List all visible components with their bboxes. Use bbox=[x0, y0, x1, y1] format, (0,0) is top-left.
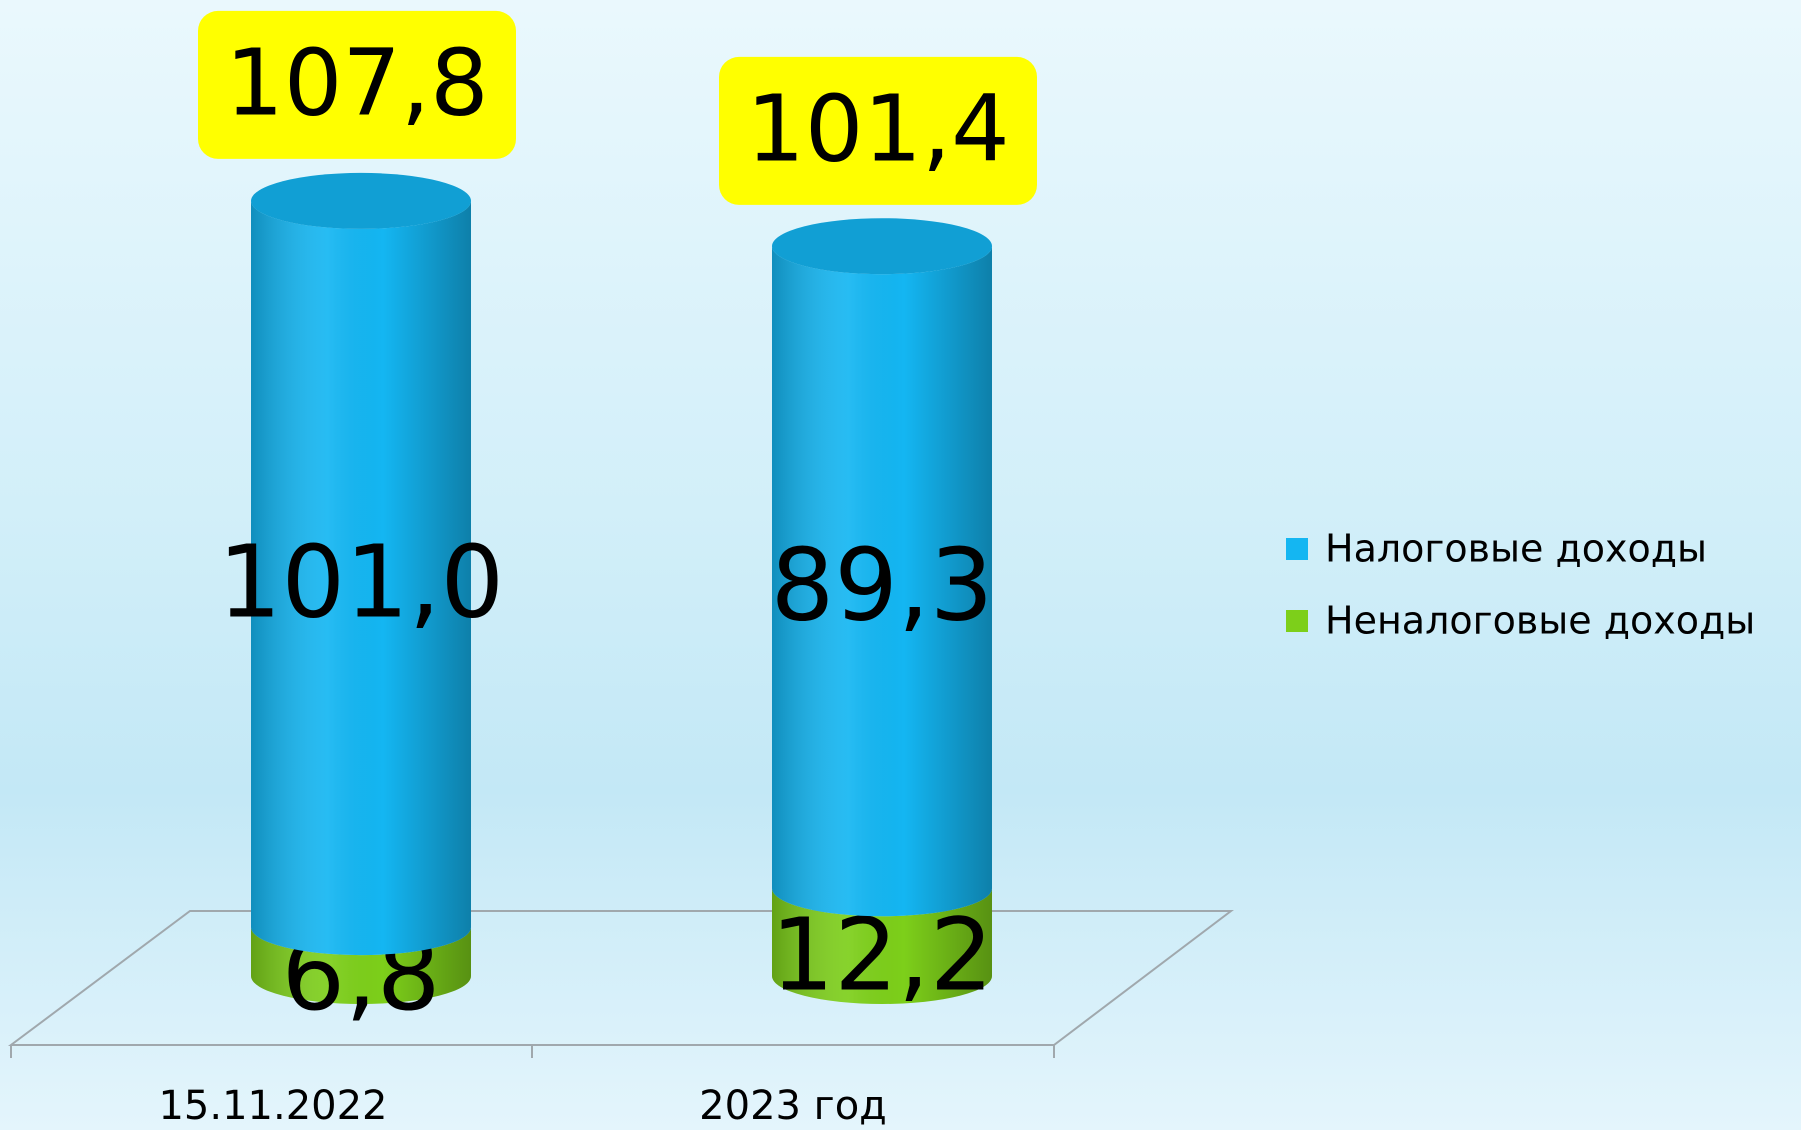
cylinder-top-shade bbox=[772, 218, 992, 275]
legend-label: Налоговые доходы bbox=[1325, 527, 1707, 571]
total-label: 107,8 bbox=[225, 29, 488, 136]
cylinder-shade bbox=[251, 200, 471, 956]
legend-swatch bbox=[1286, 538, 1308, 560]
cylinder-shade bbox=[251, 927, 471, 1004]
total-label-box bbox=[198, 10, 516, 159]
legend-label: Неналоговые доходы bbox=[1325, 599, 1755, 643]
value-label: 101,0 bbox=[218, 523, 504, 640]
legend-swatch bbox=[1286, 610, 1308, 632]
total-label-box bbox=[719, 56, 1037, 205]
cylinder-shade bbox=[772, 246, 992, 917]
x-tick-label: 15.11.2022 bbox=[158, 1083, 387, 1129]
value-label: 89,3 bbox=[771, 527, 994, 644]
cylinder-top bbox=[772, 218, 992, 275]
cylinder-top bbox=[251, 172, 471, 229]
cylinder-shade bbox=[772, 888, 992, 1004]
total-label: 101,4 bbox=[746, 75, 1009, 182]
cylinder-top-shade bbox=[251, 172, 471, 229]
x-tick-label: 2023 год bbox=[699, 1083, 887, 1129]
